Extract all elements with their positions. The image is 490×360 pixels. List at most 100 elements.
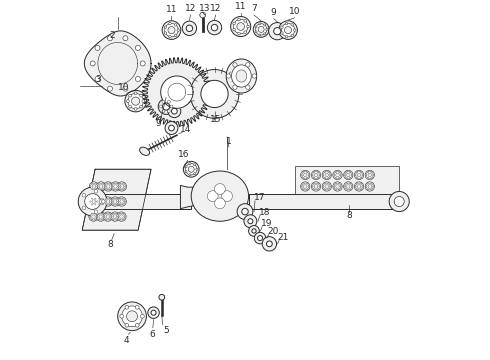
Circle shape — [98, 219, 99, 220]
Circle shape — [334, 172, 341, 178]
Circle shape — [122, 306, 143, 327]
Circle shape — [345, 183, 352, 190]
Circle shape — [335, 189, 337, 190]
Circle shape — [141, 314, 144, 318]
Circle shape — [140, 105, 143, 108]
Circle shape — [258, 26, 264, 32]
Circle shape — [233, 63, 237, 67]
Circle shape — [104, 186, 105, 187]
Text: 4: 4 — [124, 336, 129, 345]
Circle shape — [111, 201, 113, 202]
Circle shape — [207, 191, 218, 202]
Text: 11: 11 — [235, 2, 246, 11]
Circle shape — [105, 198, 111, 205]
Circle shape — [117, 189, 118, 190]
Circle shape — [186, 25, 193, 32]
Circle shape — [258, 235, 263, 240]
Circle shape — [174, 24, 177, 26]
Circle shape — [182, 21, 196, 36]
Circle shape — [90, 61, 95, 66]
Circle shape — [303, 189, 304, 190]
Circle shape — [328, 177, 329, 179]
Circle shape — [123, 198, 124, 199]
Circle shape — [314, 189, 315, 190]
Circle shape — [349, 177, 350, 179]
Circle shape — [360, 177, 361, 179]
Circle shape — [306, 171, 308, 173]
Bar — [85, 194, 191, 209]
Circle shape — [135, 306, 139, 309]
Circle shape — [312, 174, 313, 176]
Circle shape — [95, 198, 96, 199]
Circle shape — [281, 26, 283, 28]
Circle shape — [123, 183, 124, 184]
Circle shape — [91, 183, 98, 190]
Circle shape — [346, 171, 347, 173]
Circle shape — [301, 174, 302, 176]
Circle shape — [329, 186, 331, 187]
Circle shape — [120, 204, 121, 205]
Circle shape — [264, 33, 266, 35]
Circle shape — [129, 105, 131, 108]
Ellipse shape — [140, 147, 149, 156]
Circle shape — [201, 80, 228, 108]
Circle shape — [105, 219, 107, 220]
Circle shape — [122, 219, 124, 220]
Circle shape — [389, 192, 409, 212]
Circle shape — [244, 31, 246, 33]
Circle shape — [102, 183, 103, 184]
Text: 7: 7 — [251, 4, 257, 13]
Circle shape — [244, 215, 257, 228]
Circle shape — [294, 29, 296, 31]
Circle shape — [324, 189, 326, 190]
Circle shape — [101, 200, 105, 203]
Circle shape — [113, 198, 114, 199]
Bar — [295, 166, 399, 202]
Circle shape — [323, 174, 324, 176]
Circle shape — [119, 213, 121, 214]
Circle shape — [103, 216, 105, 217]
Circle shape — [306, 189, 308, 190]
Polygon shape — [161, 76, 193, 108]
Circle shape — [162, 21, 181, 40]
Circle shape — [102, 189, 103, 190]
Circle shape — [119, 183, 125, 190]
Circle shape — [322, 170, 331, 180]
Circle shape — [252, 74, 256, 78]
Circle shape — [124, 186, 126, 187]
Circle shape — [233, 28, 236, 31]
Circle shape — [142, 100, 145, 103]
Circle shape — [119, 219, 121, 220]
Circle shape — [85, 194, 100, 210]
Circle shape — [248, 219, 253, 224]
Circle shape — [324, 177, 326, 179]
Circle shape — [114, 185, 117, 188]
Circle shape — [111, 186, 112, 187]
Circle shape — [357, 177, 358, 179]
Circle shape — [118, 201, 119, 202]
Circle shape — [104, 186, 105, 187]
Circle shape — [134, 92, 137, 95]
Circle shape — [107, 86, 113, 91]
Circle shape — [97, 186, 98, 187]
Circle shape — [185, 171, 187, 173]
Circle shape — [303, 171, 304, 173]
Circle shape — [140, 61, 145, 66]
Circle shape — [319, 186, 320, 187]
Circle shape — [317, 183, 319, 184]
Circle shape — [169, 35, 171, 38]
Circle shape — [129, 94, 131, 97]
Text: 13: 13 — [199, 4, 211, 13]
Circle shape — [329, 174, 331, 176]
Circle shape — [371, 183, 372, 184]
Circle shape — [118, 186, 120, 187]
Polygon shape — [180, 185, 196, 209]
Circle shape — [360, 183, 361, 184]
Circle shape — [112, 186, 113, 187]
Circle shape — [336, 173, 339, 177]
Circle shape — [368, 173, 371, 177]
Circle shape — [106, 200, 110, 203]
Circle shape — [92, 185, 96, 188]
Text: 10: 10 — [118, 83, 129, 92]
Circle shape — [123, 86, 128, 91]
